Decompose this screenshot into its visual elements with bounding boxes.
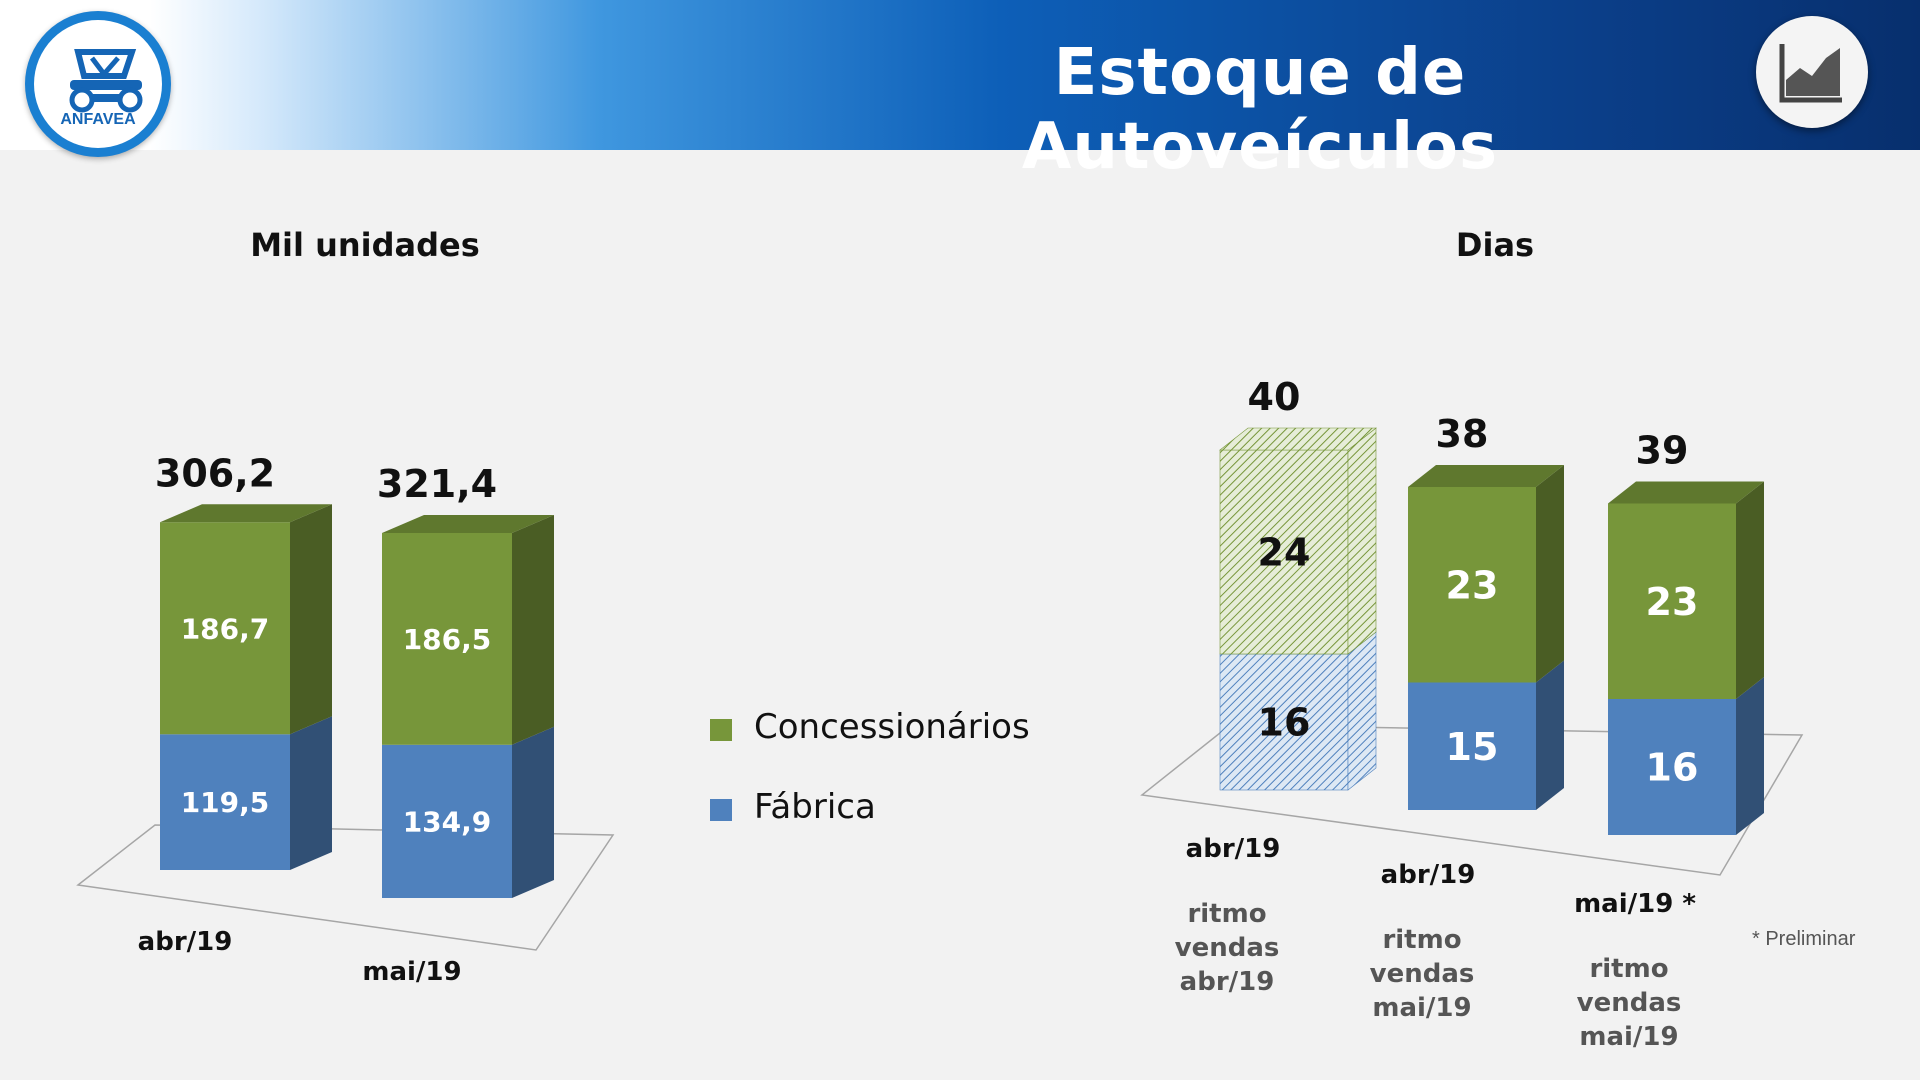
bar-1-concessionarios-front — [382, 533, 512, 745]
legend-label-fabrica: Fábrica — [754, 787, 876, 827]
bar-0-concessionarios-front — [1219, 449, 1349, 655]
bar-0-fabrica-side — [1347, 631, 1377, 791]
category-sublabel-2-0: ritmo — [1589, 954, 1668, 984]
bar-0-fabrica-side — [290, 716, 332, 870]
bar-1-fabrica-side — [512, 726, 554, 898]
chart-mil-unidades: 119,5 186,7 306,2 abr/19 134,9 186,5 321,4 mai/… — [76, 451, 615, 987]
bar-0-top — [160, 504, 332, 523]
data-label-bar-1-fabrica: 134,9 — [403, 805, 492, 838]
chart-floor — [76, 824, 615, 951]
data-label-bar-0-fabrica: 119,5 — [181, 786, 270, 819]
chart-icon-badge — [1756, 16, 1868, 128]
bar-2-concessionarios-side — [1736, 481, 1764, 699]
data-label-bar-2-concessionarios: 23 — [1646, 580, 1699, 624]
chart-dias: 16 24 40 abr/19 ritmo vendas abr/19 15 23 38 abr/1… — [1140, 375, 1804, 1050]
footnote-preliminar: * Preliminar — [1752, 928, 1856, 950]
bar-0-concessionarios-front — [160, 522, 290, 735]
bar-1-fabrica-front — [382, 744, 512, 898]
data-label-bar-0-concessionarios: 24 — [1258, 531, 1311, 575]
bar-2-fabrica-side — [1736, 677, 1764, 835]
category-sublabel-1-1: vendas — [1370, 959, 1475, 989]
category-sublabel-0-2: abr/19 — [1180, 967, 1275, 997]
bar-1-top — [382, 515, 554, 533]
bar-0-concessionarios-side — [290, 504, 332, 735]
bar-0-fabrica-front — [160, 734, 290, 870]
chart-title-mil-unidades: Mil unidades — [250, 226, 480, 264]
data-label-bar-1-fabrica: 15 — [1446, 725, 1499, 769]
category-label-0: abr/19 — [138, 927, 233, 957]
category-sublabel-1-2: mai/19 — [1372, 993, 1471, 1023]
category-label-1: abr/19 — [1381, 860, 1476, 890]
bar-2-concessionarios-front — [1608, 503, 1736, 699]
data-label-bar-1-concessionarios: 23 — [1446, 563, 1499, 607]
chart-floor — [1140, 724, 1804, 876]
data-label-bar-1-concessionarios: 186,5 — [403, 623, 492, 656]
tractor-icon — [69, 49, 143, 113]
bar-1-concessionarios-front — [1408, 487, 1536, 683]
legend-swatch-fabrica — [710, 799, 732, 821]
category-label-0: abr/19 — [1186, 834, 1281, 864]
bar-0-top — [1219, 427, 1377, 451]
logo-text: ANFAVEA — [60, 111, 136, 128]
category-sublabel-2-2: mai/19 — [1579, 1022, 1678, 1050]
total-label-1: 321,4 — [377, 462, 497, 506]
data-label-bar-0-concessionarios: 186,7 — [181, 612, 270, 645]
area-chart-icon — [1779, 44, 1842, 103]
category-label-1: mai/19 — [362, 957, 461, 987]
legend-swatch-concessionarios — [710, 719, 732, 741]
data-label-bar-0-fabrica: 16 — [1258, 701, 1311, 745]
data-label-bar-2-fabrica: 16 — [1646, 746, 1699, 790]
total-label-1: 38 — [1436, 412, 1489, 456]
total-label-2: 39 — [1636, 429, 1689, 473]
total-label-0: 40 — [1248, 375, 1301, 419]
bar-2-top — [1608, 481, 1764, 504]
chart-title-dias: Dias — [1455, 226, 1535, 264]
category-sublabel-2-1: vendas — [1577, 988, 1682, 1018]
category-sublabel-0-1: vendas — [1175, 933, 1280, 963]
bar-1-fabrica-side — [1536, 660, 1564, 810]
header-banner: ANFAVEA Estoque de Autoveículos — [0, 0, 1920, 184]
category-sublabel-1-0: ritmo — [1382, 925, 1461, 955]
category-sublabel-0-0: ritmo — [1187, 899, 1266, 929]
bar-1-concessionarios-side — [512, 515, 554, 745]
total-label-0: 306,2 — [155, 451, 275, 495]
anfavea-logo: ANFAVEA — [25, 11, 171, 157]
page-title: Estoque de Autoveículos — [1021, 36, 1499, 184]
bar-1-concessionarios-side — [1536, 465, 1564, 683]
bar-1-fabrica-front — [1408, 682, 1536, 810]
bar-1-top — [1408, 465, 1564, 487]
legend-label-concessionarios: Concessionários — [754, 707, 1030, 747]
bar-0-concessionarios-side — [1347, 427, 1377, 655]
bar-2-fabrica-front — [1608, 699, 1736, 835]
category-label-2: mai/19 * — [1574, 889, 1696, 919]
